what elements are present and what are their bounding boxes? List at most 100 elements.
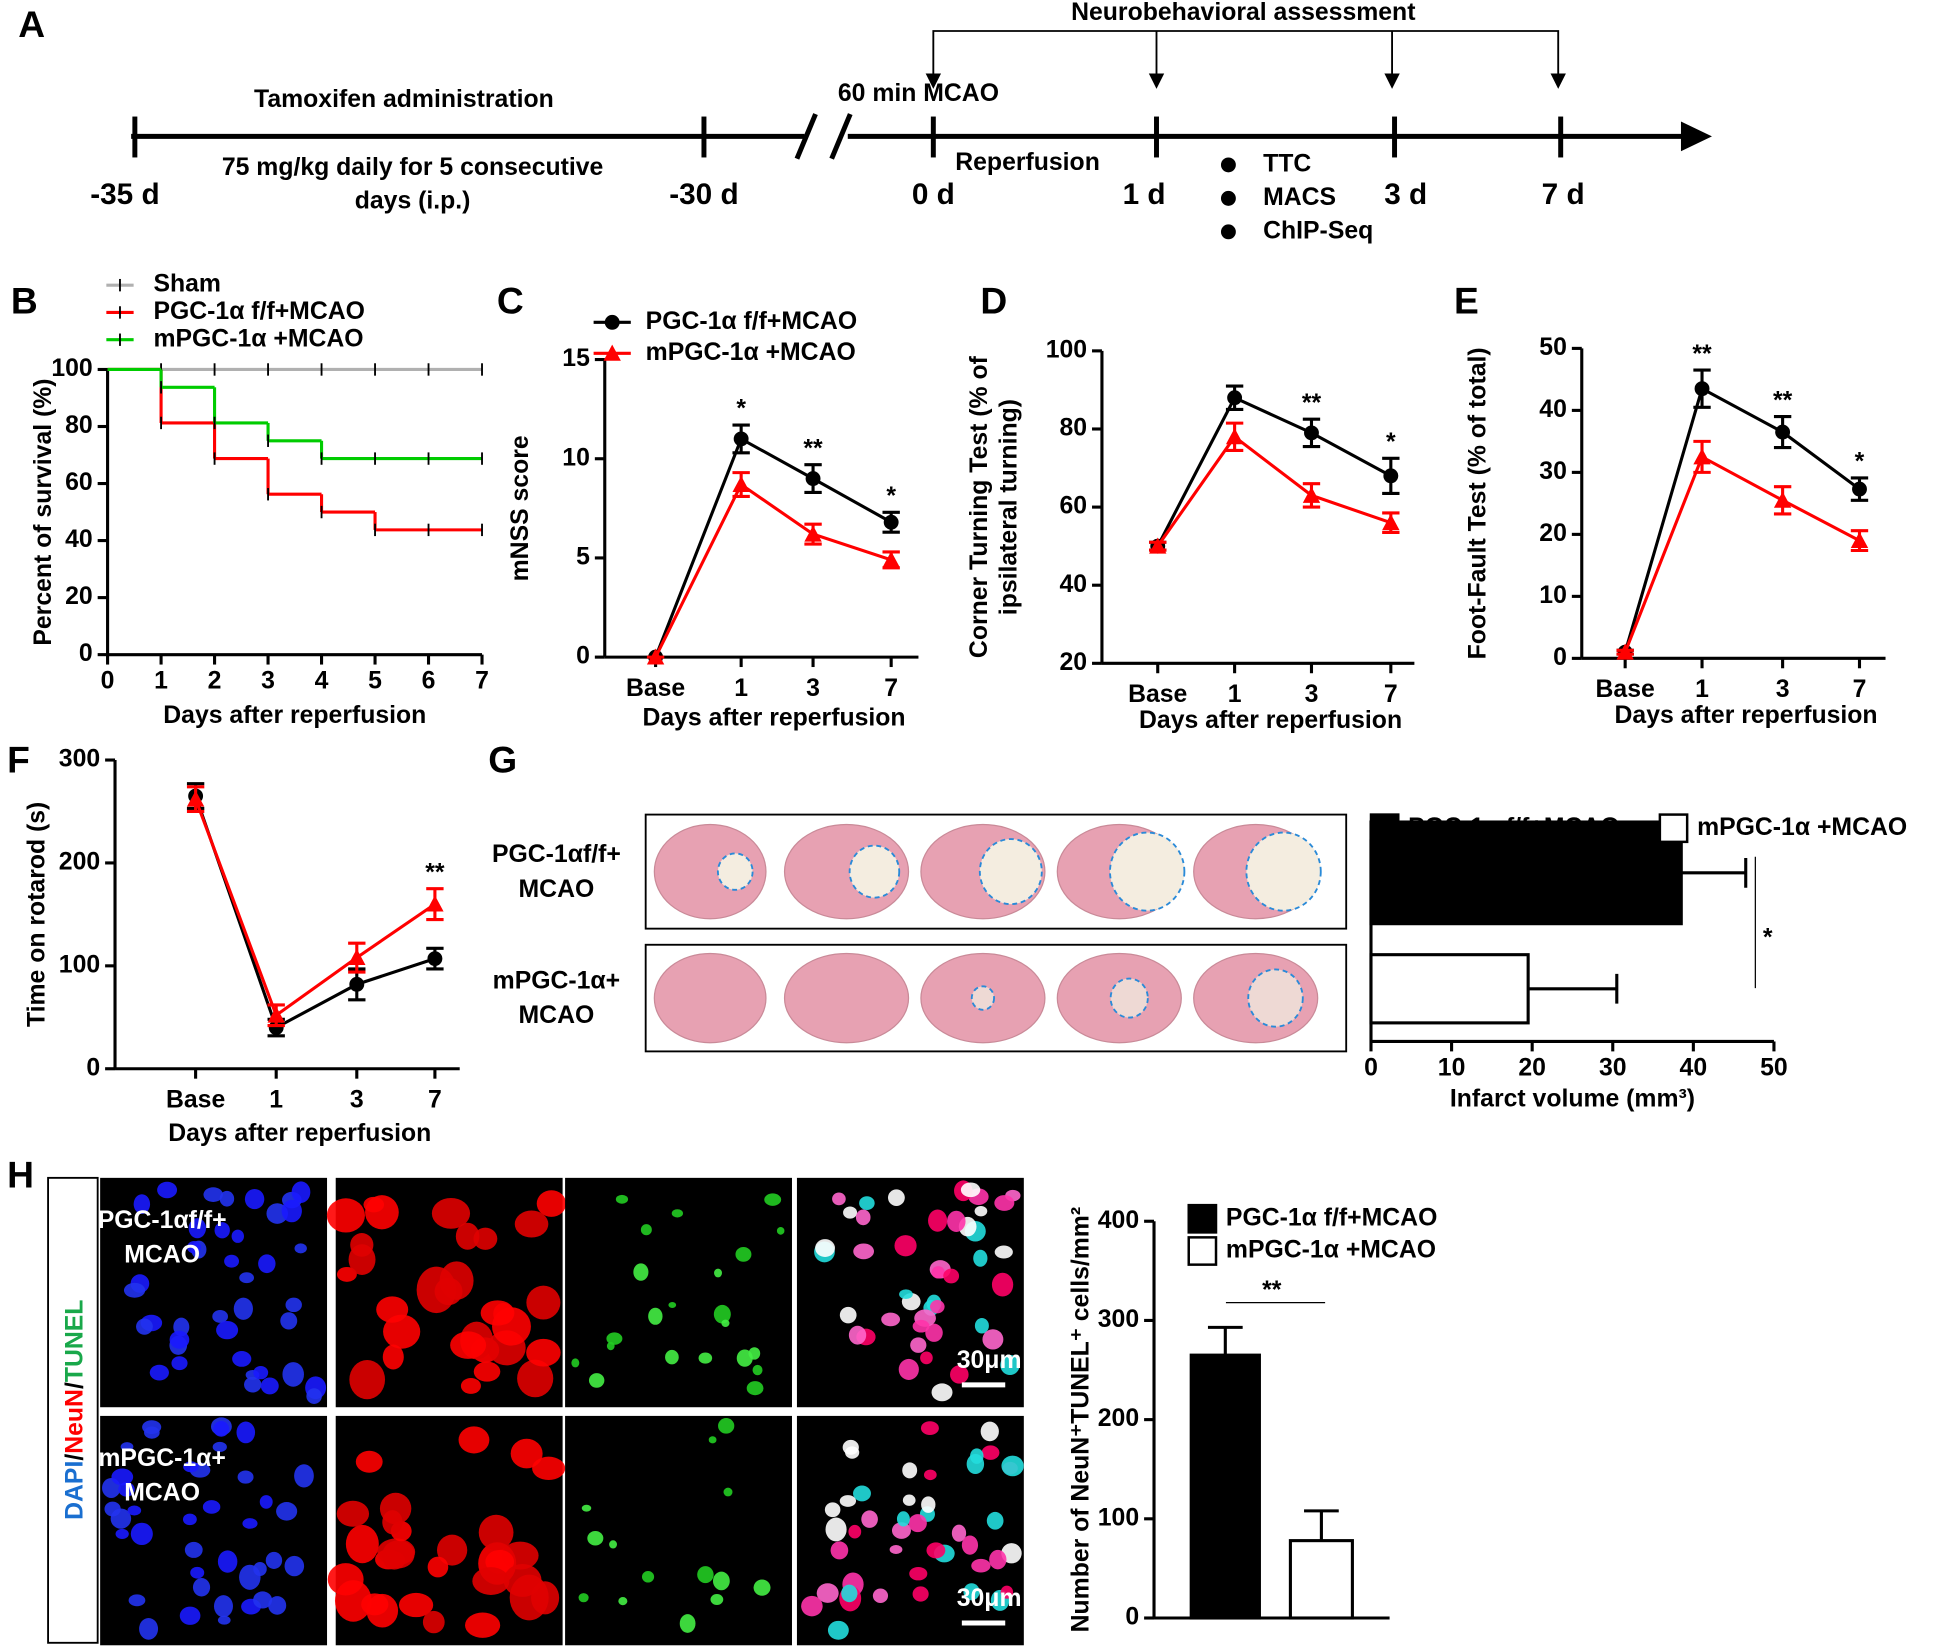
y-tick-label: 300: [1098, 1306, 1139, 1333]
cell: [839, 1306, 857, 1324]
cell: [736, 1349, 753, 1367]
cell: [212, 1441, 227, 1453]
cell: [253, 1591, 273, 1609]
axis-break: [794, 113, 818, 160]
cell: [244, 1188, 265, 1210]
cell: [231, 1229, 244, 1243]
marker: [1382, 514, 1400, 531]
cell: [526, 1285, 561, 1320]
cell: [427, 1556, 449, 1578]
y-tick-label: 200: [1098, 1405, 1139, 1432]
cell: [336, 1500, 370, 1527]
cell: [276, 1502, 298, 1521]
cell: [920, 1421, 939, 1436]
x-tick-label: 50: [1760, 1054, 1788, 1081]
infarct-region: [1109, 977, 1149, 1019]
x-tick-label: 7: [884, 675, 898, 702]
y-tick-label: 0: [79, 640, 93, 667]
brain-slice: [653, 952, 767, 1044]
cell: [824, 1502, 841, 1518]
x-tick-label: 1: [1695, 676, 1709, 703]
cell: [133, 1194, 151, 1214]
cell: [365, 1195, 399, 1230]
cell: [943, 1268, 960, 1284]
y-tick-label: 60: [65, 469, 93, 496]
cell: [950, 1365, 969, 1384]
panel-label: F: [7, 738, 30, 780]
cell: [951, 1524, 967, 1542]
cell: [188, 1218, 207, 1239]
row-label: MCAO: [519, 1002, 595, 1029]
time-point: -35 d: [90, 178, 159, 211]
cell: [991, 1272, 1014, 1297]
infarct-region: [1247, 968, 1304, 1028]
series-line: [1156, 434, 1392, 548]
bar: [1288, 1539, 1354, 1620]
marker: [804, 525, 822, 542]
cell: [280, 1312, 298, 1330]
cell: [982, 1329, 1004, 1350]
y-tick-label: 0: [1553, 644, 1567, 671]
cell: [735, 1246, 752, 1262]
cell: [532, 1456, 566, 1480]
marker: [186, 790, 205, 807]
row-label: mPGC-1α+: [98, 1445, 225, 1472]
marker: [1773, 491, 1792, 508]
panel-label: A: [18, 3, 45, 45]
significance: **: [1773, 387, 1793, 414]
cell: [514, 1210, 549, 1238]
cell: [859, 1196, 875, 1210]
cell: [517, 1359, 554, 1398]
cell: [473, 1361, 501, 1382]
dose-label: 75 mg/kg daily for 5 consecutive: [222, 154, 604, 181]
axis-break: [829, 113, 853, 160]
cell: [179, 1606, 201, 1625]
y-tick-label: 60: [1059, 493, 1087, 520]
y-tick-label: 0: [86, 1054, 100, 1081]
stain-part: /: [61, 1454, 88, 1461]
cell: [436, 1534, 468, 1566]
cell: [110, 1508, 132, 1529]
cell: [712, 1571, 730, 1591]
cell: [845, 1446, 860, 1459]
cell: [899, 1289, 913, 1300]
stain-part: NeuN: [61, 1389, 88, 1454]
cell: [930, 1299, 945, 1314]
cell: [894, 1235, 917, 1257]
cell: [120, 1442, 134, 1452]
significance: **: [1302, 390, 1322, 417]
micrograph: [565, 1415, 792, 1646]
x-axis-label: Days after reperfusion: [642, 705, 905, 732]
cell: [450, 1331, 487, 1359]
row-label: PGC-1αf/f+: [98, 1207, 227, 1234]
cell: [239, 1564, 261, 1590]
cell: [465, 1612, 501, 1638]
cell: [182, 1513, 197, 1526]
cell: [753, 1579, 771, 1596]
cell: [260, 1377, 279, 1395]
x-tick-label: 1: [154, 667, 168, 694]
cell: [994, 1245, 1013, 1259]
cell: [130, 1522, 153, 1546]
cell: [253, 1365, 269, 1380]
marker: [1227, 390, 1243, 406]
cell: [581, 1504, 592, 1512]
ttc-images: [644, 813, 1348, 1053]
x-tick-label: 1: [1228, 681, 1242, 708]
assay-label: TTC: [1263, 150, 1311, 177]
x-tick-label: 7: [428, 1087, 442, 1114]
brain-slice: [653, 823, 767, 920]
cell: [896, 1511, 910, 1527]
cell: [422, 1610, 445, 1634]
significance: **: [1262, 1277, 1282, 1304]
marker: [427, 951, 443, 967]
marker: [1616, 643, 1634, 660]
cell: [827, 1620, 849, 1640]
cell: [139, 1618, 159, 1640]
cell: [244, 1376, 262, 1393]
cell: [668, 1302, 677, 1308]
cell: [746, 1381, 764, 1396]
cell: [947, 1210, 966, 1232]
cell: [111, 1468, 134, 1486]
time-point: 3 d: [1384, 178, 1427, 211]
